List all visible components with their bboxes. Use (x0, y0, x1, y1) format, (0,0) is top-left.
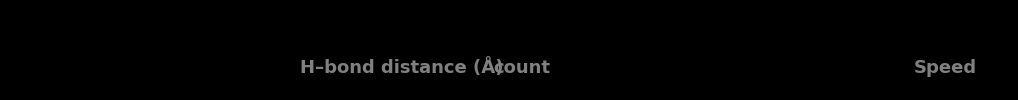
Text: H–bond distance (Å): H–bond distance (Å) (300, 58, 504, 78)
Text: count: count (494, 59, 551, 77)
Text: Speed: Speed (914, 59, 977, 77)
